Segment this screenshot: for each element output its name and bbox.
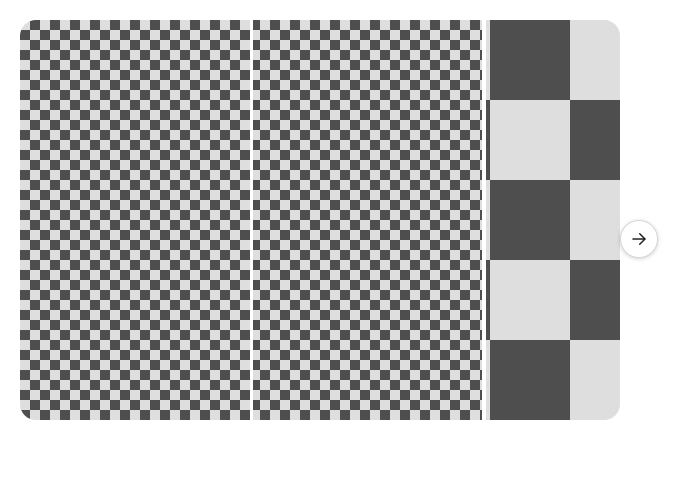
carousel-viewport xyxy=(20,20,620,420)
arrow-right-icon xyxy=(632,233,646,245)
image-tile-3[interactable] xyxy=(486,20,620,420)
image-tile-2[interactable] xyxy=(253,20,482,420)
image-carousel xyxy=(20,20,658,420)
image-tile-1[interactable] xyxy=(20,20,250,420)
next-button[interactable] xyxy=(620,220,658,258)
